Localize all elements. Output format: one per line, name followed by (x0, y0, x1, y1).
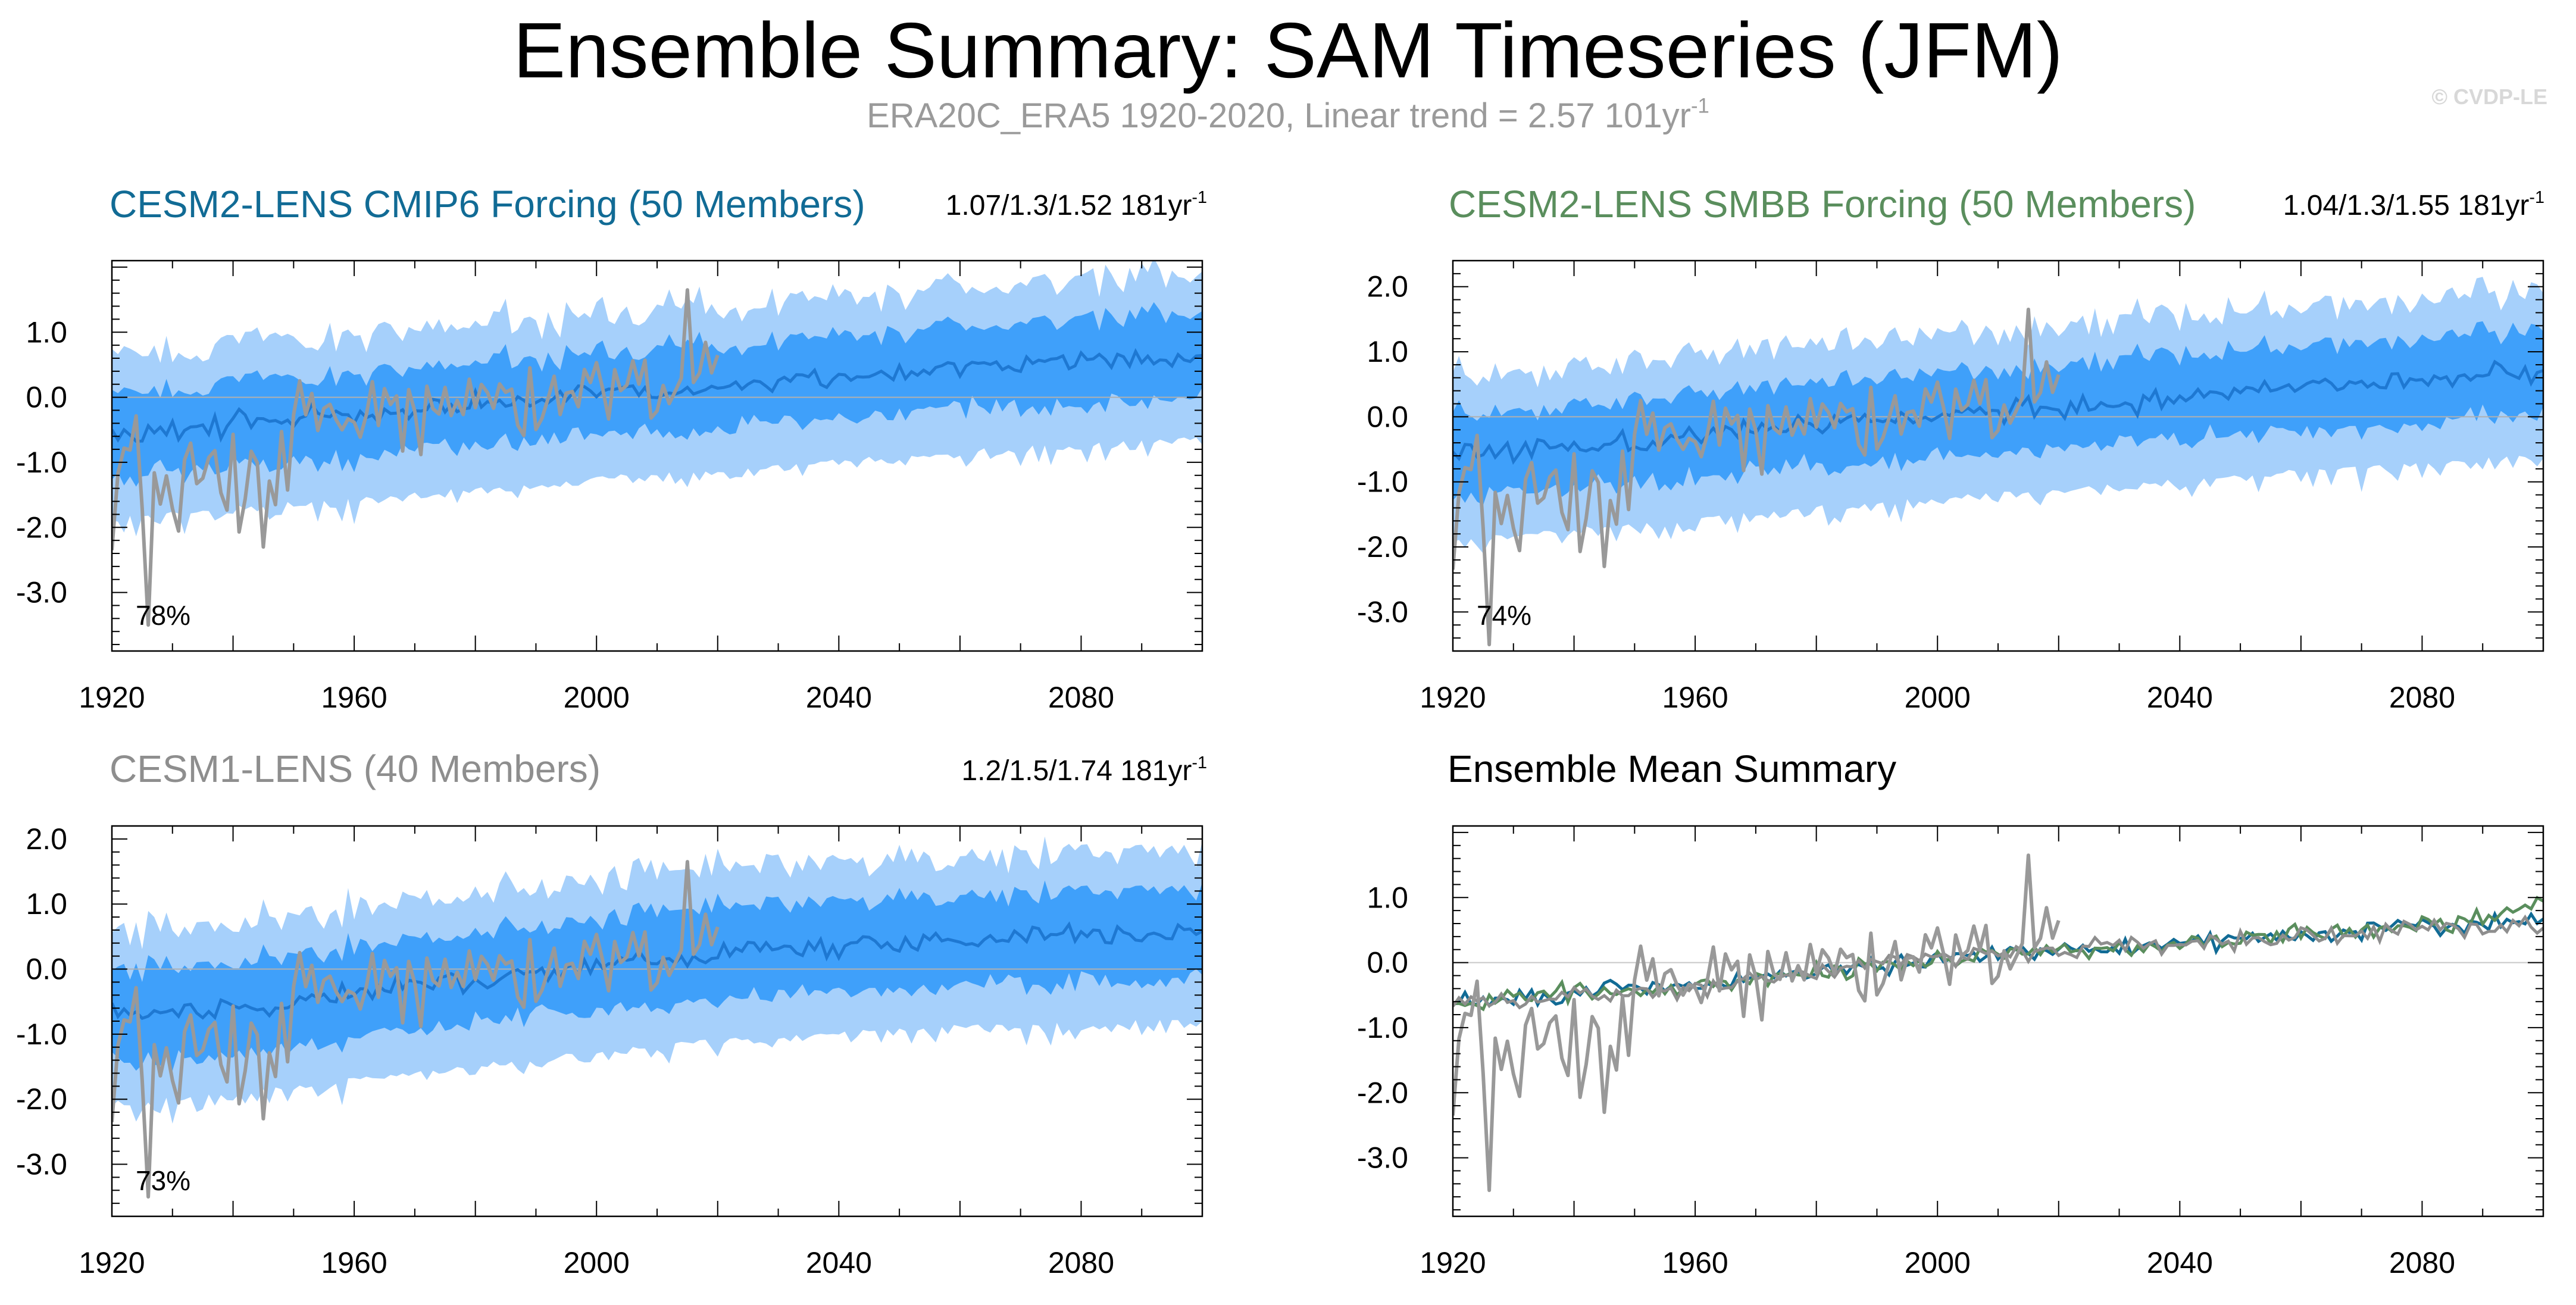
observations-line (112, 288, 720, 627)
y-tick-label: 1.0 (1367, 881, 1408, 914)
percent-label: 78% (136, 600, 190, 631)
y-tick-label: 0.0 (26, 381, 67, 414)
x-tick-label: 2040 (806, 1246, 872, 1279)
observations-line (112, 860, 720, 1199)
chart-panel-cesm2-cmip6: -3.0 -2.0 -1.0 0.0 1.0 1920 1960 2000 2040 2080 78… (16, 259, 1203, 714)
plot-area (1453, 853, 2543, 1193)
x-tick-label: 1960 (1662, 1246, 1728, 1279)
y-tick-label: -2.0 (16, 1082, 67, 1116)
y-tick-label: -3.0 (16, 1148, 67, 1181)
y-tick-label: -3.0 (1357, 595, 1408, 628)
y-tick-label: -1.0 (16, 446, 67, 479)
observations-line (1453, 308, 2061, 647)
panel-title-cesm2-cmip6: CESM2-LENS CMIP6 Forcing (50 Members) (110, 183, 865, 226)
chart-panel-ensemble-mean: -3.0 -2.0 -1.0 0.0 1.0 1920 1960 2000 2040 2080 (1357, 825, 2544, 1279)
x-tick-label: 2000 (564, 1246, 630, 1279)
x-tick-label: 2080 (2389, 681, 2455, 714)
y-tick-label: 1.0 (26, 315, 67, 349)
chart-panel-cesm2-smbb: -3.0 -2.0 -1.0 0.0 1.0 2.0 1920 1960 2000 2040 208… (1357, 259, 2544, 714)
panel-stat-text: 1.07/1.3/1.52 181yr (945, 190, 1192, 221)
x-tick-label: 2080 (1048, 1246, 1114, 1279)
y-tick-label: -2.0 (1357, 530, 1408, 564)
panel-title-cesm1: CESM1-LENS (40 Members) (110, 747, 601, 790)
plot-area (112, 261, 1202, 627)
y-tick-label: 0.0 (1367, 946, 1408, 979)
x-tick-label: 2080 (1048, 681, 1114, 714)
plot-area (112, 836, 1202, 1199)
panel-stat-cesm2-cmip6: 1.07/1.3/1.52 181yr-1 (946, 189, 1207, 223)
percent-label: 73% (136, 1165, 190, 1196)
x-tick-label: 1920 (1420, 681, 1486, 714)
panel-stat-text: 1.04/1.3/1.55 181yr (2283, 190, 2530, 221)
panel-stat-sup: -1 (1192, 187, 1207, 207)
x-tick-label: 2080 (2389, 1246, 2455, 1279)
x-tick-label: 2000 (1905, 1246, 1971, 1279)
y-tick-label: -1.0 (16, 1018, 67, 1051)
y-tick-label: 1.0 (1367, 335, 1408, 368)
percent-label: 74% (1477, 600, 1531, 631)
y-tick-label: -1.0 (1357, 1011, 1408, 1044)
y-tick-label: 2.0 (26, 822, 67, 856)
chart-panel-cesm1: -3.0 -2.0 -1.0 0.0 1.0 2.0 1920 1960 2000 2040 208… (16, 822, 1203, 1279)
x-tick-label: 1960 (321, 1246, 387, 1279)
y-tick-label: 0.0 (26, 953, 67, 986)
panel-title-cesm2-smbb: CESM2-LENS SMBB Forcing (50 Members) (1449, 183, 2196, 226)
x-tick-label: 1920 (1420, 1246, 1486, 1279)
plot-area (1453, 277, 2543, 647)
panel-stat-cesm1: 1.2/1.5/1.74 181yr-1 (961, 753, 1207, 788)
subtitle-text: ERA20C_ERA5 1920-2020, Linear trend = 2.… (867, 96, 1691, 135)
x-tick-label: 2040 (806, 681, 872, 714)
y-tick-label: 2.0 (1367, 270, 1408, 303)
plot-frame (1452, 825, 2544, 1218)
x-tick-label: 2000 (564, 681, 630, 714)
x-tick-label: 2000 (1905, 681, 1971, 714)
panel-stat-cesm2-smbb: 1.04/1.3/1.55 181yr-1 (2283, 189, 2544, 223)
y-tick-label: 0.0 (1367, 400, 1408, 433)
subtitle-superscript: -1 (1690, 94, 1709, 118)
panel-stat-sup: -1 (1192, 753, 1207, 772)
x-tick-label: 1920 (79, 681, 145, 714)
inner-spread-band (112, 302, 1202, 487)
observations-line (1453, 853, 2061, 1193)
panel-stat-text: 1.2/1.5/1.74 181yr (961, 755, 1192, 787)
x-tick-label: 2040 (2147, 1246, 2213, 1279)
y-tick-label: -2.0 (1357, 1076, 1408, 1109)
subtitle: ERA20C_ERA5 1920-2020, Linear trend = 2.… (0, 95, 2576, 137)
panel-stat-sup: -1 (2529, 187, 2544, 207)
watermark: © CVDP-LE (2431, 85, 2547, 109)
x-tick-label: 1920 (79, 1246, 145, 1279)
y-tick-label: -3.0 (1357, 1141, 1408, 1175)
y-tick-label: 1.0 (26, 887, 67, 921)
y-tick-label: -3.0 (16, 576, 67, 609)
panel-title-ensemble-mean: Ensemble Mean Summary (1448, 747, 1897, 790)
main-title: Ensemble Summary: SAM Timeseries (JFM) (513, 7, 2063, 94)
x-tick-label: 1960 (321, 681, 387, 714)
y-tick-label: -2.0 (16, 511, 67, 544)
y-tick-label: -1.0 (1357, 465, 1408, 499)
x-tick-label: 2040 (2147, 681, 2213, 714)
x-tick-label: 1960 (1662, 681, 1728, 714)
